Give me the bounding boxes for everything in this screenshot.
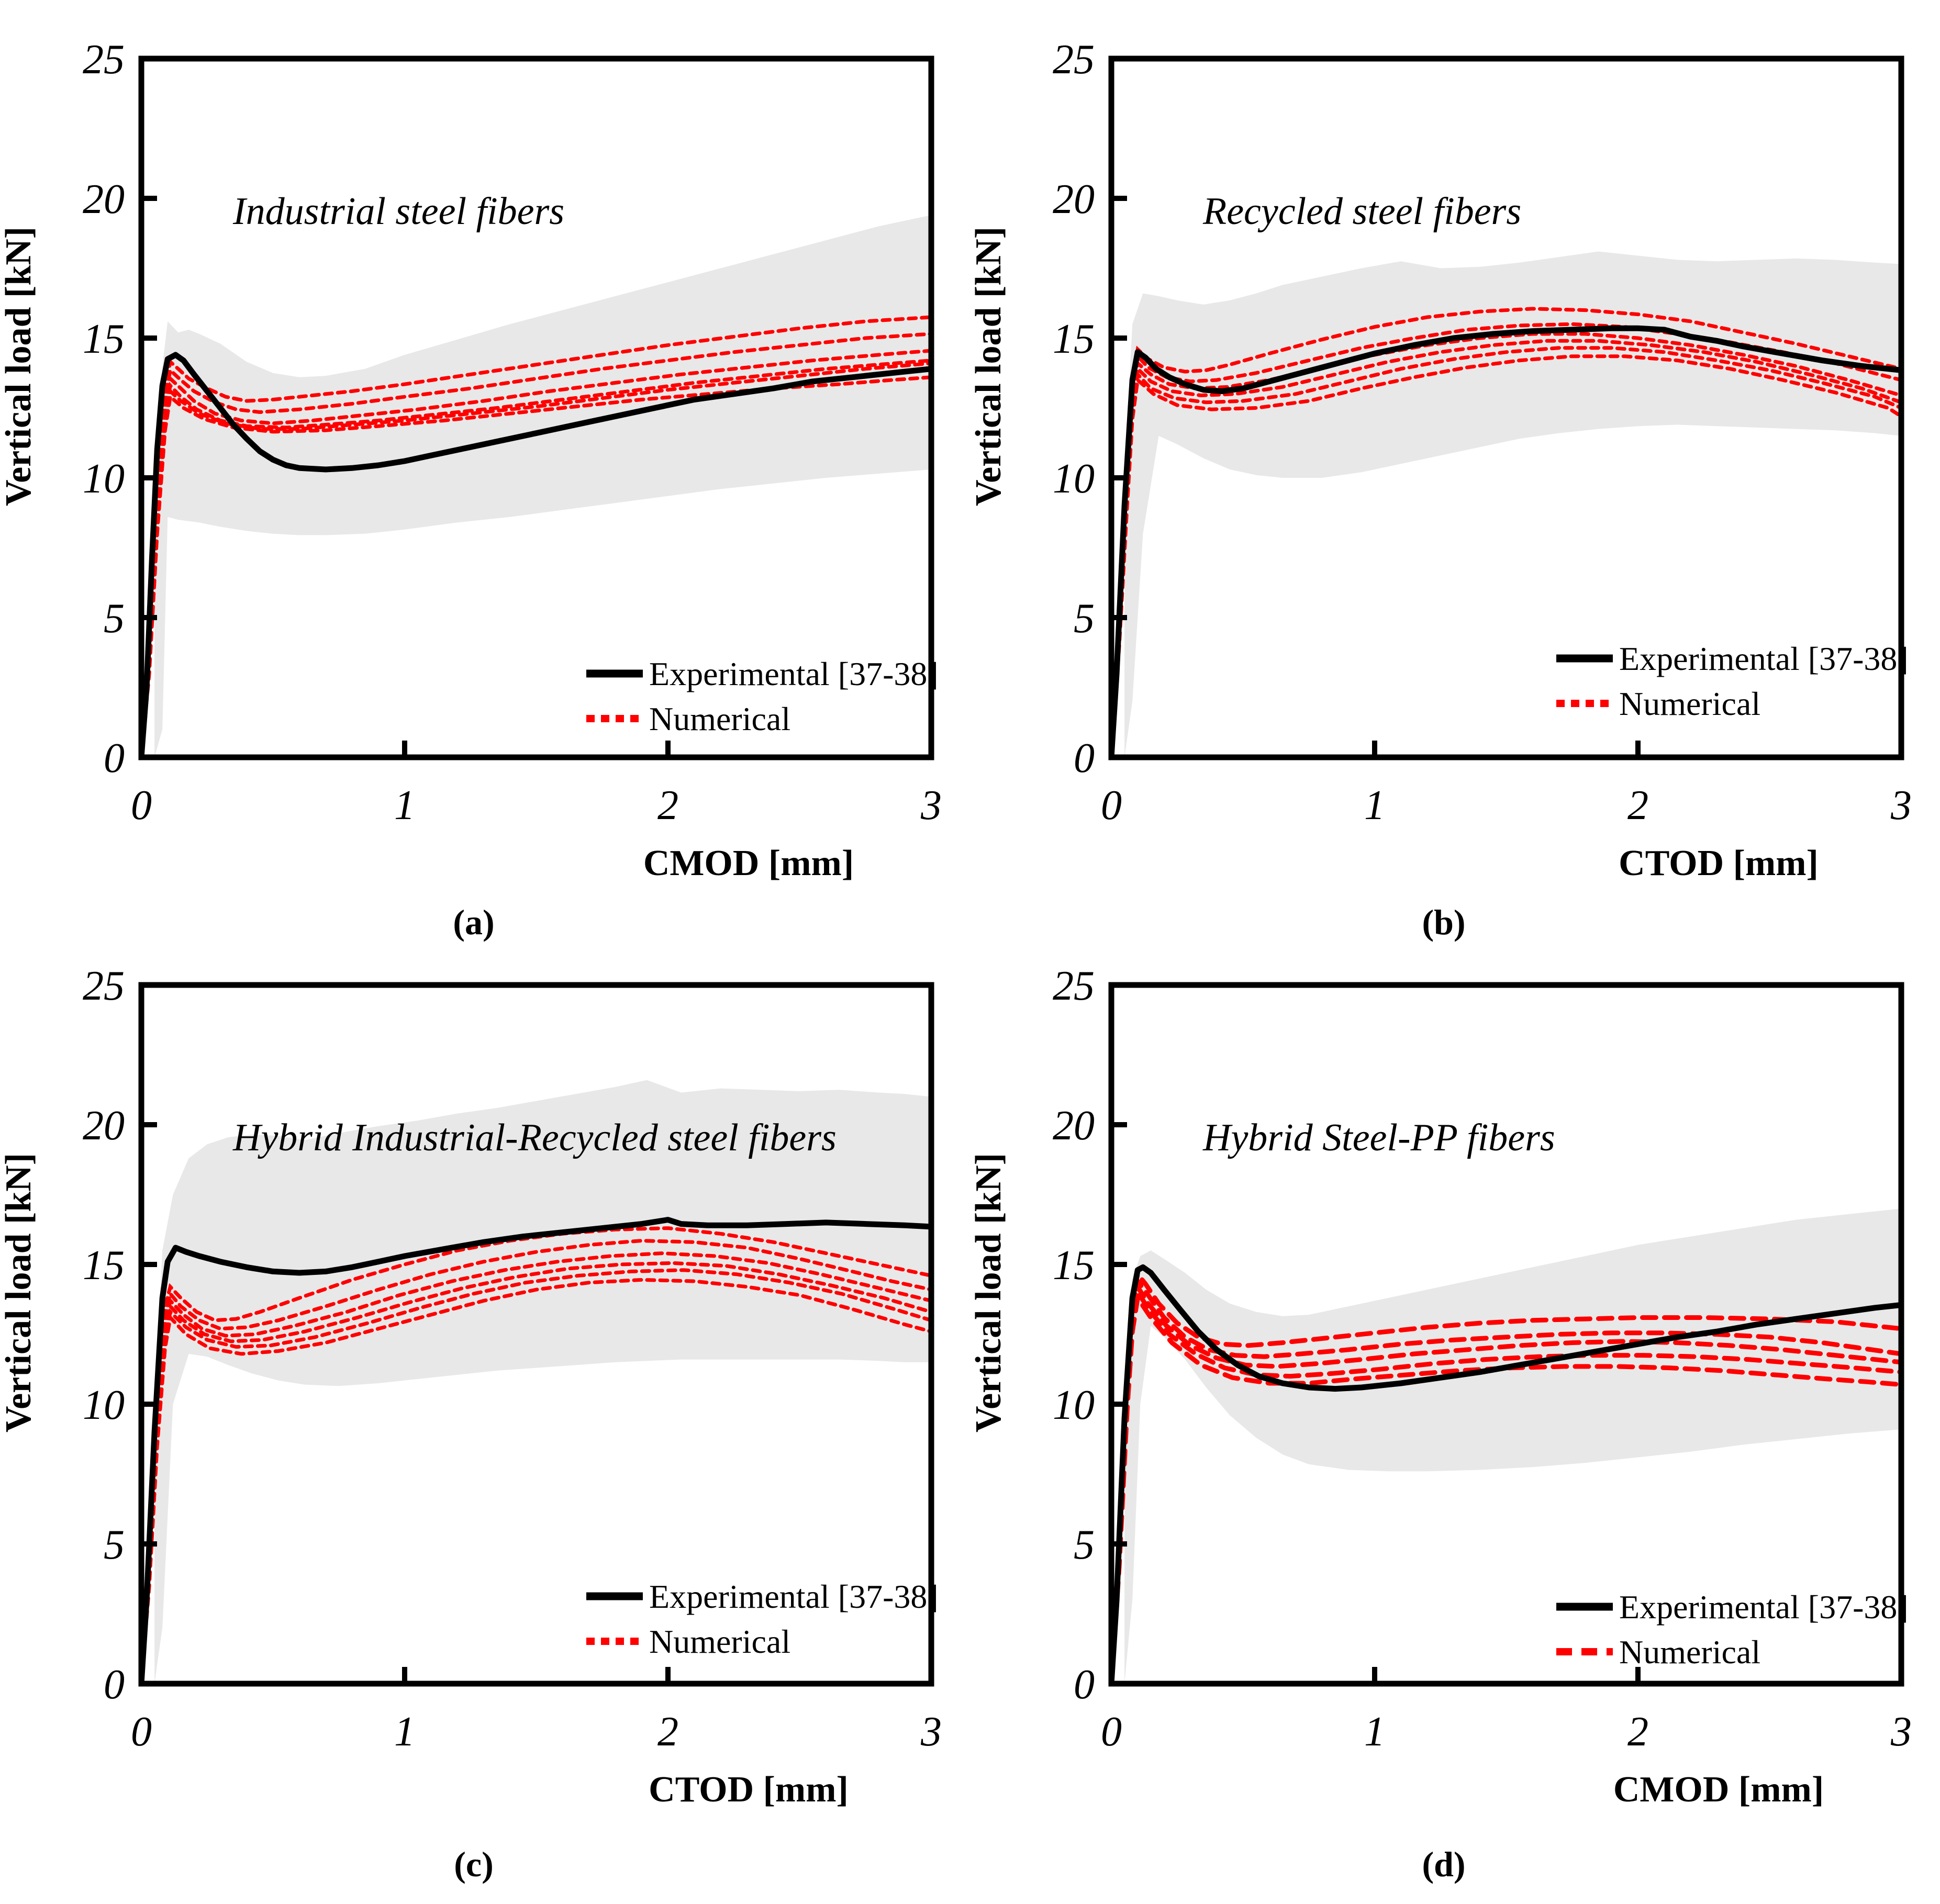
y-tick-label: 5 (104, 596, 125, 642)
x-tick-label: 3 (920, 1709, 942, 1755)
legend-numerical-label: Numerical (1619, 1633, 1760, 1671)
y-axis-label: Vertical load [kN] (0, 1153, 39, 1432)
panel-title: Industrial steel fibers (232, 190, 564, 233)
chart-d: 0 5 10 15 20 25 0 1 2 3 Hybrid Steel-PP fibers CMOD… (968, 963, 1912, 1884)
plot-border (1108, 982, 1904, 1687)
experimental-curve (1108, 325, 1902, 758)
legend-experimental-label: Experimental [37-38] (649, 1578, 939, 1615)
chart-c: 0 5 10 15 20 25 0 1 2 3 Hybrid Industrial-Recycled… (0, 963, 942, 1884)
y-tick-label: 15 (1053, 1242, 1095, 1289)
x-tick-label: 3 (1890, 782, 1912, 828)
chart-b: 0 5 10 15 20 25 0 1 2 3 Recycled steel fibers CTOD … (968, 37, 1912, 942)
panel-c: 0 5 10 15 20 25 0 1 2 3 Hybrid Industrial-Recycled… (0, 926, 970, 1901)
panel-caption: (c) (454, 1844, 493, 1884)
panel-b: 0 5 10 15 20 25 0 1 2 3 Recycled steel fibers CTOD … (968, 0, 1940, 951)
numerical-curve-1 (139, 1226, 933, 1686)
numerical-curve-6 (1109, 354, 1903, 759)
y-axis-label: Vertical load [kN] (970, 1153, 1009, 1432)
y-tick-label: 0 (1074, 1662, 1095, 1708)
x-tick-label: 2 (1627, 1709, 1648, 1755)
panel-caption: (b) (1422, 902, 1465, 942)
panel-title: Hybrid Industrial-Recycled steel fibers (232, 1116, 837, 1159)
experimental-curve (138, 352, 932, 758)
panel-caption: (d) (1422, 1844, 1465, 1884)
y-tick-label: 0 (104, 735, 125, 781)
x-tick-label: 3 (920, 782, 942, 828)
x-tick-label: 1 (1364, 1709, 1385, 1755)
legend-experimental-label: Experimental [37-38] (649, 655, 939, 692)
x-tick-label: 1 (394, 782, 415, 828)
y-tick-label: 10 (83, 456, 125, 502)
panel-caption: (a) (453, 902, 494, 942)
x-axis-label: CTOD [mm] (1619, 843, 1819, 883)
legend-experimental-label: Experimental [37-38] (1619, 640, 1909, 677)
y-tick-label: 15 (1053, 316, 1095, 362)
numerical-curve-5 (1109, 1292, 1904, 1686)
x-axis-label: CTOD [mm] (649, 1769, 849, 1810)
y-tick-label: 20 (83, 1103, 125, 1149)
legend-experimental-label: Experimental [37-38] (1619, 1588, 1909, 1626)
panel-d: 0 5 10 15 20 25 0 1 2 3 Hybrid Steel-PP fibers CMOD… (968, 926, 1940, 1901)
y-tick-label: 10 (1053, 456, 1095, 502)
y-tick-label: 5 (1074, 596, 1095, 642)
x-axis-label: CMOD [mm] (643, 843, 854, 883)
y-axis-label: Vertical load [kN] (970, 227, 1009, 506)
panel-title: Hybrid Steel-PP fibers (1202, 1116, 1555, 1159)
y-axis-label: Vertical load [kN] (0, 227, 39, 506)
experimental-curve (1108, 1264, 1902, 1684)
numerical-curve-3 (139, 349, 933, 759)
x-tick-label: 1 (1364, 782, 1385, 828)
y-tick-label: 15 (83, 1242, 125, 1289)
x-tick-label: 0 (131, 782, 152, 828)
x-tick-label: 0 (1101, 782, 1122, 828)
x-tick-label: 1 (394, 1709, 415, 1755)
plot-border (1108, 55, 1904, 760)
y-tick-label: 15 (83, 316, 125, 362)
y-tick-label: 20 (83, 176, 125, 222)
x-tick-label: 0 (1101, 1709, 1122, 1755)
y-tick-label: 5 (104, 1522, 125, 1568)
x-tick-label: 2 (1627, 782, 1648, 828)
experimental-scatter-band (154, 1080, 932, 1684)
x-tick-label: 3 (1890, 1709, 1912, 1755)
y-tick-label: 20 (1053, 176, 1095, 222)
y-tick-label: 0 (104, 1662, 125, 1708)
numerical-curve-6 (139, 1278, 933, 1686)
y-tick-label: 10 (1053, 1382, 1095, 1428)
y-tick-label: 25 (83, 37, 125, 83)
legend-numerical-label: Numerical (649, 1623, 790, 1660)
legend-numerical-label: Numerical (649, 700, 790, 737)
panel-a: 0 5 10 15 20 25 0 1 2 3 Industrial steel fibers CMO… (0, 0, 970, 951)
y-tick-label: 25 (83, 963, 125, 1009)
plot-border (138, 55, 934, 760)
experimental-scatter-band (1124, 1208, 1901, 1684)
x-tick-label: 2 (657, 1709, 678, 1755)
y-tick-label: 0 (1074, 735, 1095, 781)
x-tick-label: 0 (131, 1709, 152, 1755)
experimental-curve (138, 1217, 932, 1684)
legend-numerical-label: Numerical (1619, 685, 1760, 722)
plot-border (138, 982, 934, 1687)
x-axis-label: CMOD [mm] (1613, 1769, 1824, 1810)
x-tick-label: 2 (657, 782, 678, 828)
y-tick-label: 5 (1074, 1522, 1095, 1568)
y-tick-label: 10 (83, 1382, 125, 1428)
panel-title: Recycled steel fibers (1202, 190, 1521, 233)
y-tick-label: 25 (1053, 37, 1095, 83)
chart-a: 0 5 10 15 20 25 0 1 2 3 Industrial steel fibers CMO… (0, 37, 942, 942)
y-tick-label: 20 (1053, 1103, 1095, 1149)
y-tick-label: 25 (1053, 963, 1095, 1009)
